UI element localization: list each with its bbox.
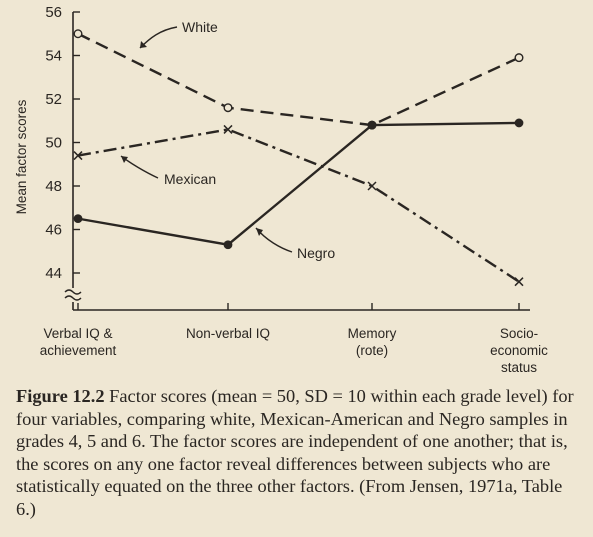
arrowhead-mexican [121,156,128,163]
series-label-negro: Negro [297,245,335,261]
data-point-negro-3 [514,118,524,128]
factor-scores-chart: 56 54 52 50 48 46 44 Verbal IQ & achievement Non… [14,4,548,375]
figure-number: Figure 12.2 [16,386,105,406]
axis-break-mark [64,289,82,301]
y-tick-label-46: 46 [45,222,62,239]
y-tick-label-52: 52 [45,91,62,108]
data-point-mexican-1 [223,124,233,134]
data-point-mexican-0 [73,151,83,161]
x-category-label-0: Verbal IQ & achievement [40,326,117,358]
data-point-negro-2 [367,120,377,130]
y-tick-label-54: 54 [45,48,62,65]
data-point-white-3 [514,53,524,63]
data-point-negro-1 [223,240,233,250]
y-axis-title: Mean factor scores [14,99,29,214]
y-axis: 56 54 52 50 48 46 44 [45,4,82,310]
arrowhead-white [140,41,147,48]
x-category-label-2: Memory (rote) [348,326,397,358]
y-tick-label-50: 50 [45,135,62,152]
series-layer [73,29,524,287]
x-category-label-3: Socio-economic status [490,326,548,375]
leader-line-white [139,26,178,49]
series-label-mexican: Mexican [164,171,216,187]
series-label-white: White [182,19,218,35]
y-tick-label-44: 44 [45,265,62,282]
y-tick-label-56: 56 [45,4,62,21]
series-line-mexican [77,128,520,283]
series-line-negro [77,121,520,247]
data-point-mexican-3 [514,277,524,287]
x-axis: Verbal IQ & achievement Non-verbal IQ Memor… [40,303,548,375]
series-line-white [77,32,520,127]
leader-line-mexican [120,155,159,179]
y-tick-label-48: 48 [45,178,62,195]
figure-caption: Figure 12.2 Factor scores (mean = 50, SD… [16,385,586,521]
data-point-mexican-2 [367,181,377,191]
data-point-negro-0 [73,214,83,224]
series-labels: White Mexican Negro [120,19,335,261]
x-category-label-1: Non-verbal IQ [186,326,270,341]
data-point-white-1 [223,103,233,113]
data-point-white-0 [73,29,83,39]
arrowhead-negro [256,228,263,236]
caption-text: Factor scores (mean = 50, SD = 10 within… [16,386,574,519]
